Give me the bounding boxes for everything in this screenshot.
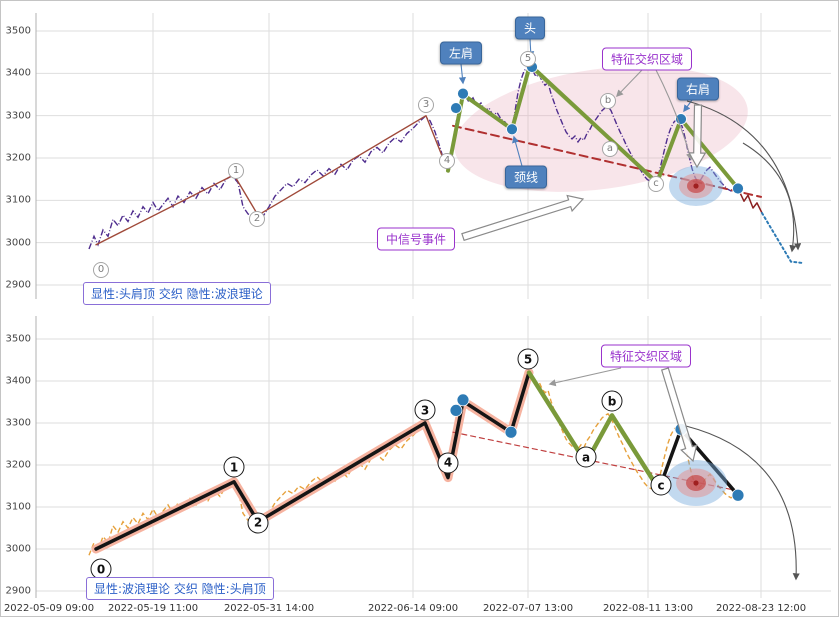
wave-marker-a: a xyxy=(602,140,618,157)
feature-zone-label: 特征交织区域 xyxy=(600,344,692,368)
y-axis-tick: 3000 xyxy=(5,237,31,249)
y-axis-tick: 3300 xyxy=(5,417,31,429)
y-axis-tick: 3000 xyxy=(5,543,31,555)
x-axis-tick: 2022-07-07 13:00 xyxy=(482,603,574,614)
signal-arrow xyxy=(461,194,585,242)
pivot-dot xyxy=(732,182,744,195)
pattern-caption-top: 显性:头肩顶 交织 隐性:波浪理论 xyxy=(83,282,271,305)
wave-marker-5: 5 xyxy=(517,348,539,370)
pivot-dot xyxy=(450,102,462,114)
annotation-arrow xyxy=(548,367,622,387)
signal-bullseye-center xyxy=(693,183,699,189)
wave-marker-2: 2 xyxy=(247,512,269,534)
pivot-dot xyxy=(449,403,463,417)
pivot-dot xyxy=(506,123,518,136)
x-axis-tick: 2022-05-09 09:00 xyxy=(3,603,95,614)
x-axis-tick: 2022-08-11 13:00 xyxy=(602,603,694,614)
wave-marker-4: 4 xyxy=(437,452,459,474)
y-axis-tick: 2900 xyxy=(5,279,31,291)
y-axis-tick: 3400 xyxy=(5,375,31,387)
y-axis-tick: 3500 xyxy=(5,333,31,345)
wave-line xyxy=(94,370,531,551)
signal-event-label: 中信号事件 xyxy=(376,227,456,251)
pivot-dot xyxy=(457,87,469,100)
annotation-arrow xyxy=(458,63,466,85)
y-axis-tick: 3100 xyxy=(5,501,31,513)
annotation-arrow xyxy=(686,100,802,251)
wave-marker-2: 2 xyxy=(249,211,265,228)
left-shoulder-label: 左肩 xyxy=(439,41,483,65)
annotation-arrow xyxy=(685,425,800,581)
wave-marker-c: c xyxy=(650,474,672,496)
wave-marker-3: 3 xyxy=(418,97,434,114)
x-axis-tick: 2022-05-31 14:00 xyxy=(223,603,315,614)
x-axis-tick: 2022-08-23 12:00 xyxy=(715,603,807,614)
y-axis-tick: 3400 xyxy=(5,67,31,79)
forecast-line xyxy=(761,212,804,264)
annotation-arrow xyxy=(655,69,693,161)
pivot-dot xyxy=(731,488,745,502)
y-axis-tick: 3200 xyxy=(5,459,31,471)
neckline-label: 颈线 xyxy=(504,165,548,189)
y-axis-tick: 3300 xyxy=(5,110,31,122)
signal-arrow xyxy=(688,104,707,169)
wave-marker-3: 3 xyxy=(414,399,436,421)
wave-marker-0: 0 xyxy=(90,558,112,580)
feature-zone-label: 特征交织区域 xyxy=(601,47,693,71)
wave-marker-0: 0 xyxy=(93,262,109,279)
head-label: 头 xyxy=(514,16,546,40)
annotation-arrow xyxy=(742,142,797,253)
abc-line xyxy=(526,370,662,492)
wave-marker-1: 1 xyxy=(223,456,245,478)
wave-marker-b: b xyxy=(600,92,616,109)
wave-marker-a: a xyxy=(575,446,597,468)
signal-bullseye-center xyxy=(693,480,699,486)
pattern-caption-bottom: 显性:波浪理论 交织 隐性:头肩顶 xyxy=(86,577,274,600)
x-axis-tick: 2022-05-19 11:00 xyxy=(107,603,199,614)
wave-marker-4: 4 xyxy=(439,153,455,170)
annotation-arrow xyxy=(616,69,643,98)
pivot-dot xyxy=(504,425,518,439)
y-axis-tick: 3100 xyxy=(5,194,31,206)
x-axis-tick: 2022-06-14 09:00 xyxy=(367,603,459,614)
right-shoulder-label: 右肩 xyxy=(676,77,720,101)
annotation-arrow xyxy=(512,135,523,167)
wave-marker-c: c xyxy=(648,176,664,193)
wave-marker-5: 5 xyxy=(520,50,536,67)
tail-line xyxy=(737,187,763,214)
y-axis-tick: 3500 xyxy=(5,25,31,37)
y-axis-tick: 2900 xyxy=(5,585,31,597)
y-axis-tick: 3200 xyxy=(5,152,31,164)
wave-marker-1: 1 xyxy=(228,162,244,179)
signal-arrow xyxy=(660,367,698,463)
wave-marker-b: b xyxy=(601,390,623,412)
pivot-dot xyxy=(456,393,470,407)
